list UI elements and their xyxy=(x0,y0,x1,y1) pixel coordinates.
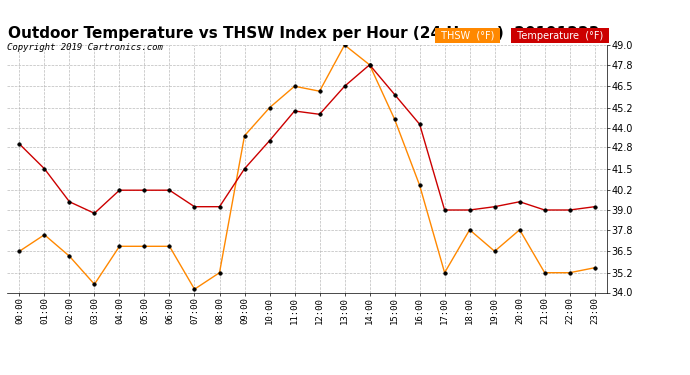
Text: Copyright 2019 Cartronics.com: Copyright 2019 Cartronics.com xyxy=(7,43,163,52)
Text: Temperature  (°F): Temperature (°F) xyxy=(514,31,607,40)
Text: Outdoor Temperature vs THSW Index per Hour (24 Hours)  20191223: Outdoor Temperature vs THSW Index per Ho… xyxy=(8,26,600,41)
Text: THSW  (°F): THSW (°F) xyxy=(438,31,497,40)
